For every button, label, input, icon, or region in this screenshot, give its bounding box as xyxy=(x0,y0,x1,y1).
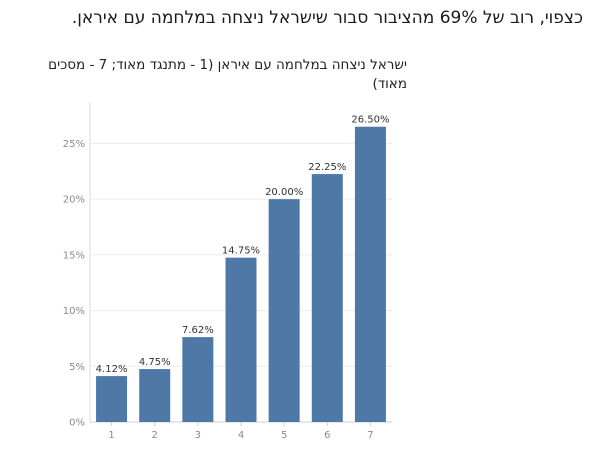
x-tick-label: 3 xyxy=(195,430,201,441)
bar-value-label: 22.25% xyxy=(308,162,346,173)
bar xyxy=(225,257,257,422)
bar xyxy=(182,337,214,422)
bar xyxy=(311,174,343,422)
x-tick-label: 1 xyxy=(108,430,114,441)
y-tick-label: 0% xyxy=(69,418,85,429)
bar-value-label: 20.00% xyxy=(265,187,303,198)
headline: כצפוי, רוב של 69% מהציבור סבור שישראל ני… xyxy=(71,8,583,28)
bar-value-label: 4.75% xyxy=(139,357,171,368)
y-tick-label: 20% xyxy=(63,195,85,206)
chart-title: ישראל ניצחה במלחמה עם איראן (1 - מתנגד מ… xyxy=(48,57,407,92)
x-tick-label: 7 xyxy=(367,430,373,441)
x-tick-label: 4 xyxy=(238,430,244,441)
x-tick-label: 2 xyxy=(152,430,158,441)
bar xyxy=(268,199,300,422)
y-tick-label: 10% xyxy=(63,306,85,317)
y-tick-label: 15% xyxy=(63,250,85,261)
y-tick-label: 25% xyxy=(63,139,85,150)
bar xyxy=(139,369,171,422)
bar-value-label: 4.12% xyxy=(96,364,128,375)
y-tick-label: 5% xyxy=(69,362,85,373)
bar xyxy=(354,126,386,422)
bar-value-label: 14.75% xyxy=(222,246,260,257)
bar-value-label: 7.62% xyxy=(182,325,214,336)
x-tick-label: 6 xyxy=(324,430,330,441)
bar xyxy=(96,376,128,422)
x-tick-label: 5 xyxy=(281,430,287,441)
bar-value-label: 26.50% xyxy=(351,115,389,126)
